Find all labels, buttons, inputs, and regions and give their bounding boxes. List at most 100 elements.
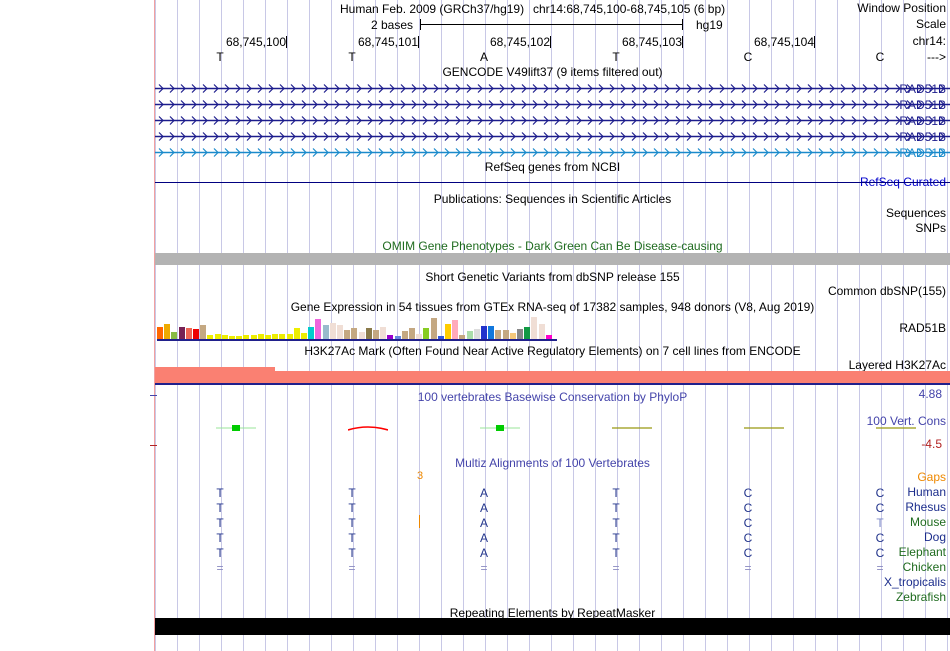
conservation-mark-3[interactable]: [612, 421, 652, 435]
gtex-tissue-bar-27[interactable]: [351, 328, 358, 340]
multiz-species-label-mouse[interactable]: Mouse: [909, 515, 946, 529]
conservation-mark-4[interactable]: [744, 421, 784, 435]
multiz-base-c1-r3[interactable]: T: [348, 531, 356, 545]
gencode-transcript-row-1[interactable]: [155, 98, 950, 111]
layered-h3k27ac-label[interactable]: Layered H3K27Ac: [848, 358, 946, 372]
multiz-base-c4-r4[interactable]: C: [743, 546, 753, 560]
gtex-tissue-bar-8[interactable]: [214, 334, 221, 340]
conservation-mark-0[interactable]: [216, 421, 256, 435]
gtex-tissue-bar-41[interactable]: [452, 320, 459, 340]
gtex-tissue-bar-12[interactable]: [243, 335, 250, 340]
gtex-tissue-bar-30[interactable]: [373, 330, 379, 340]
multiz-base-c1-r1[interactable]: T: [348, 501, 356, 515]
gtex-tissue-bar-44[interactable]: [473, 329, 480, 340]
gencode-transcript-row-3[interactable]: [155, 130, 950, 143]
gaps-label[interactable]: Gaps: [917, 470, 946, 484]
multiz-species-label-x_tropicalis[interactable]: X_tropicalis: [883, 575, 946, 589]
gtex-tissue-bar-48[interactable]: [502, 330, 509, 340]
gtex-tissue-bar-51[interactable]: [524, 327, 531, 340]
gtex-tissue-bar-52[interactable]: [531, 317, 538, 340]
multiz-base-c4-r5[interactable]: =: [744, 561, 752, 575]
gtex-tissue-bar-0[interactable]: [157, 327, 163, 340]
multiz-base-c5-r4[interactable]: C: [875, 546, 885, 560]
multiz-base-c1-r0[interactable]: T: [348, 486, 356, 500]
gtex-tissue-bar-33[interactable]: [394, 336, 401, 340]
multiz-species-label-dog[interactable]: Dog: [923, 530, 946, 544]
common-dbsnp-label[interactable]: Common dbSNP(155): [827, 284, 946, 298]
gtex-tissue-bar-50[interactable]: [517, 329, 523, 340]
gtex-tissue-bar-26[interactable]: [344, 330, 351, 340]
multiz-base-c0-r3[interactable]: T: [216, 531, 224, 545]
multiz-base-c5-r1[interactable]: C: [875, 501, 885, 515]
gencode-transcript-row-0[interactable]: [155, 82, 950, 95]
multiz-base-c1-r4[interactable]: T: [348, 546, 356, 560]
gtex-tissue-bar-25[interactable]: [337, 325, 343, 340]
multiz-base-c4-r0[interactable]: C: [743, 486, 753, 500]
gtex-tissue-bar-31[interactable]: [380, 327, 387, 340]
multiz-species-label-zebrafish[interactable]: Zebrafish: [895, 590, 946, 604]
gtex-tissue-bar-23[interactable]: [322, 325, 329, 340]
gtex-tissue-bar-9[interactable]: [221, 335, 228, 340]
multiz-base-c1-r2[interactable]: T: [348, 516, 356, 530]
multiz-base-c0-r0[interactable]: T: [216, 486, 224, 500]
gtex-tissue-bar-37[interactable]: [423, 328, 430, 340]
gtex-tissue-bar-21[interactable]: [308, 327, 315, 340]
multiz-base-c3-r5[interactable]: =: [612, 561, 620, 575]
gtex-tissue-bar-17[interactable]: [279, 334, 286, 340]
gtex-tissue-bar-38[interactable]: [430, 318, 437, 340]
gtex-tissue-bar-22[interactable]: [315, 319, 322, 340]
gtex-tissue-bar-28[interactable]: [358, 332, 365, 340]
multiz-base-c5-r5[interactable]: =: [876, 561, 884, 575]
gtex-tissue-bar-49[interactable]: [509, 333, 516, 340]
multiz-base-c0-r5[interactable]: =: [216, 561, 224, 575]
gtex-tissue-bar-4[interactable]: [185, 328, 192, 340]
gtex-tissue-bar-2[interactable]: [171, 332, 178, 340]
gtex-tissue-bar-3[interactable]: [178, 327, 185, 340]
multiz-base-c0-r2[interactable]: T: [216, 516, 224, 530]
multiz-base-c4-r1[interactable]: C: [743, 501, 753, 515]
refseq-curated-feature-bar[interactable]: [155, 182, 950, 183]
multiz-base-c5-r3[interactable]: C: [875, 531, 885, 545]
multiz-base-c3-r0[interactable]: T: [612, 486, 620, 500]
gtex-tissue-bar-32[interactable]: [387, 335, 394, 340]
gencode-transcript-row-2[interactable]: [155, 114, 950, 127]
multiz-base-c3-r4[interactable]: T: [612, 546, 620, 560]
multiz-base-c2-r3[interactable]: A: [479, 531, 488, 545]
multiz-base-c1-r5[interactable]: =: [348, 561, 356, 575]
gtex-gene-label[interactable]: RAD51B: [899, 321, 946, 335]
multiz-base-c2-r5[interactable]: =: [480, 561, 488, 575]
multiz-base-c5-r2[interactable]: T: [876, 516, 884, 530]
gtex-tissue-bar-43[interactable]: [466, 331, 473, 340]
gtex-tissue-bar-54[interactable]: [545, 335, 552, 340]
multiz-base-c3-r2[interactable]: T: [612, 516, 620, 530]
omim-gene-feature-bar[interactable]: [155, 253, 950, 265]
gtex-tissue-bar-16[interactable]: [272, 334, 279, 340]
repeatmasker-feature-bar[interactable]: [155, 618, 950, 635]
multiz-species-label-rhesus[interactable]: Rhesus: [905, 500, 946, 514]
multiz-species-label-chicken[interactable]: Chicken: [902, 560, 946, 574]
gtex-tissue-bar-36[interactable]: [416, 334, 423, 340]
multiz-base-c5-r0[interactable]: C: [875, 486, 885, 500]
multiz-base-c0-r4[interactable]: T: [216, 546, 224, 560]
gtex-tissue-bar-47[interactable]: [495, 330, 502, 340]
multiz-base-c3-r1[interactable]: T: [612, 501, 620, 515]
gtex-tissue-bar-18[interactable]: [286, 334, 293, 340]
gtex-tissue-bar-15[interactable]: [265, 335, 271, 340]
multiz-species-label-elephant[interactable]: Elephant: [898, 545, 946, 559]
conservation-mark-1[interactable]: [347, 421, 389, 435]
gtex-tissue-bar-19[interactable]: [293, 328, 300, 340]
conservation-label[interactable]: 100 Vert. Cons: [866, 414, 946, 428]
gtex-expression-barchart[interactable]: [157, 314, 557, 340]
conservation-mark-5[interactable]: [876, 421, 916, 435]
multiz-base-c2-r4[interactable]: A: [479, 546, 488, 560]
gtex-tissue-bar-20[interactable]: [301, 333, 307, 340]
gtex-tissue-bar-53[interactable]: [538, 324, 545, 340]
h3k27ac-signal-left[interactable]: [155, 367, 275, 383]
multiz-base-c4-r2[interactable]: C: [743, 516, 753, 530]
gtex-tissue-bar-11[interactable]: [236, 336, 243, 340]
gtex-tissue-bar-1[interactable]: [164, 324, 171, 340]
multiz-species-label-human[interactable]: Human: [907, 485, 946, 499]
gtex-tissue-bar-29[interactable]: [365, 328, 372, 340]
h3k27ac-signal-right[interactable]: [275, 371, 950, 383]
gtex-tissue-bar-14[interactable]: [257, 334, 264, 340]
